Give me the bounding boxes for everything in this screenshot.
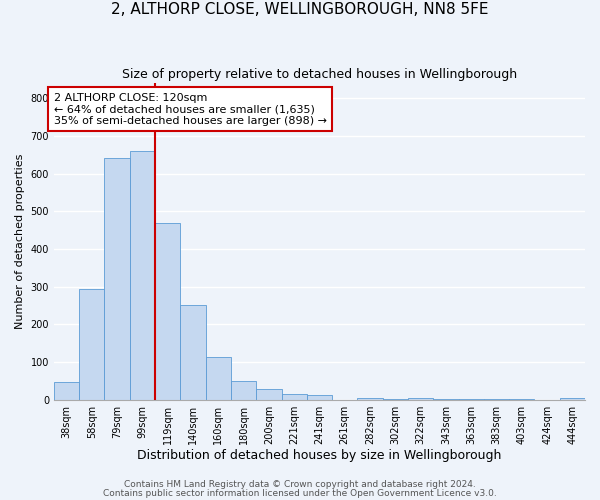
Bar bbox=[458, 399, 484, 400]
Bar bbox=[484, 399, 509, 400]
Bar bbox=[130, 151, 155, 400]
Bar bbox=[155, 224, 181, 400]
Bar bbox=[181, 305, 206, 400]
Bar bbox=[54, 382, 79, 400]
Title: Size of property relative to detached houses in Wellingborough: Size of property relative to detached ho… bbox=[122, 68, 517, 80]
Text: Contains public sector information licensed under the Open Government Licence v3: Contains public sector information licen… bbox=[103, 488, 497, 498]
Bar bbox=[383, 398, 408, 400]
Bar bbox=[206, 357, 231, 400]
Y-axis label: Number of detached properties: Number of detached properties bbox=[15, 154, 25, 329]
Bar bbox=[104, 158, 130, 400]
Bar bbox=[281, 394, 307, 400]
Bar bbox=[256, 389, 281, 400]
Bar bbox=[408, 398, 433, 400]
X-axis label: Distribution of detached houses by size in Wellingborough: Distribution of detached houses by size … bbox=[137, 450, 502, 462]
Text: 2 ALTHORP CLOSE: 120sqm
← 64% of detached houses are smaller (1,635)
35% of semi: 2 ALTHORP CLOSE: 120sqm ← 64% of detache… bbox=[54, 92, 327, 126]
Bar bbox=[433, 398, 458, 400]
Text: 2, ALTHORP CLOSE, WELLINGBOROUGH, NN8 5FE: 2, ALTHORP CLOSE, WELLINGBOROUGH, NN8 5F… bbox=[111, 2, 489, 18]
Text: Contains HM Land Registry data © Crown copyright and database right 2024.: Contains HM Land Registry data © Crown c… bbox=[124, 480, 476, 489]
Bar bbox=[231, 381, 256, 400]
Bar bbox=[358, 398, 383, 400]
Bar bbox=[79, 290, 104, 400]
Bar bbox=[307, 395, 332, 400]
Bar bbox=[560, 398, 585, 400]
